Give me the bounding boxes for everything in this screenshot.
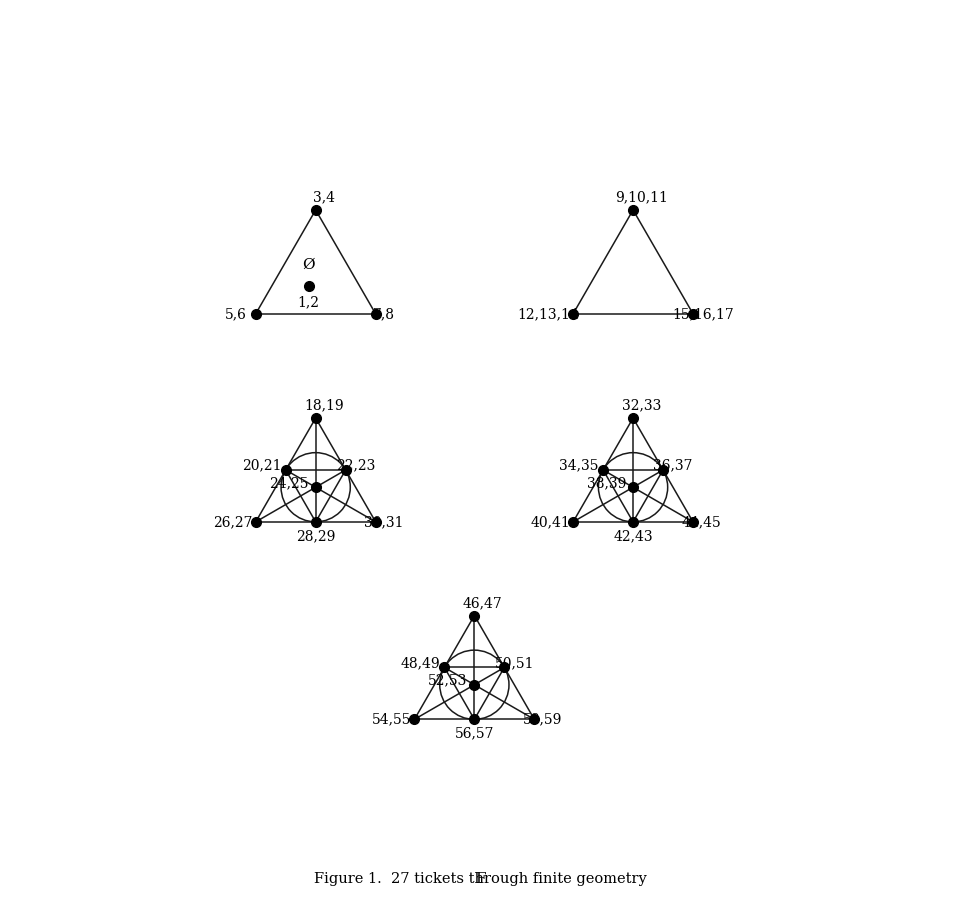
Text: F: F: [475, 872, 485, 887]
Text: 54,55: 54,55: [372, 713, 412, 726]
Text: 22,23: 22,23: [336, 459, 375, 473]
Text: 50,51: 50,51: [494, 656, 534, 671]
Text: 3,4: 3,4: [313, 191, 335, 204]
Text: 38,39: 38,39: [587, 476, 626, 490]
Text: 40,41: 40,41: [531, 515, 570, 529]
Text: Figure 1.  27 tickets through finite geometry: Figure 1. 27 tickets through finite geom…: [314, 872, 646, 887]
Text: 24,25: 24,25: [269, 476, 308, 490]
Text: 46,47: 46,47: [463, 595, 503, 610]
Text: 15,16,17: 15,16,17: [672, 307, 733, 321]
Text: 30,31: 30,31: [365, 515, 404, 529]
Text: 1,2: 1,2: [298, 296, 320, 310]
Text: 12,13,14: 12,13,14: [517, 307, 579, 321]
Text: 26,27: 26,27: [213, 515, 252, 529]
Text: 20,21: 20,21: [242, 459, 281, 473]
Text: 18,19: 18,19: [304, 398, 344, 412]
Text: 32,33: 32,33: [622, 398, 661, 412]
Text: 42,43: 42,43: [613, 529, 653, 543]
Text: 34,35: 34,35: [560, 459, 599, 473]
Text: 58,59: 58,59: [523, 713, 563, 726]
Text: 5,6: 5,6: [225, 307, 247, 321]
Text: Ø: Ø: [302, 258, 315, 272]
Text: 52,53: 52,53: [428, 673, 468, 688]
Text: 36,37: 36,37: [653, 459, 693, 473]
Text: 9,10,11: 9,10,11: [615, 191, 668, 204]
Text: 28,29: 28,29: [296, 529, 335, 543]
Text: 48,49: 48,49: [400, 656, 441, 671]
Text: 44,45: 44,45: [682, 515, 721, 529]
Text: 56,57: 56,57: [455, 726, 494, 740]
Text: 7,8: 7,8: [373, 307, 396, 321]
